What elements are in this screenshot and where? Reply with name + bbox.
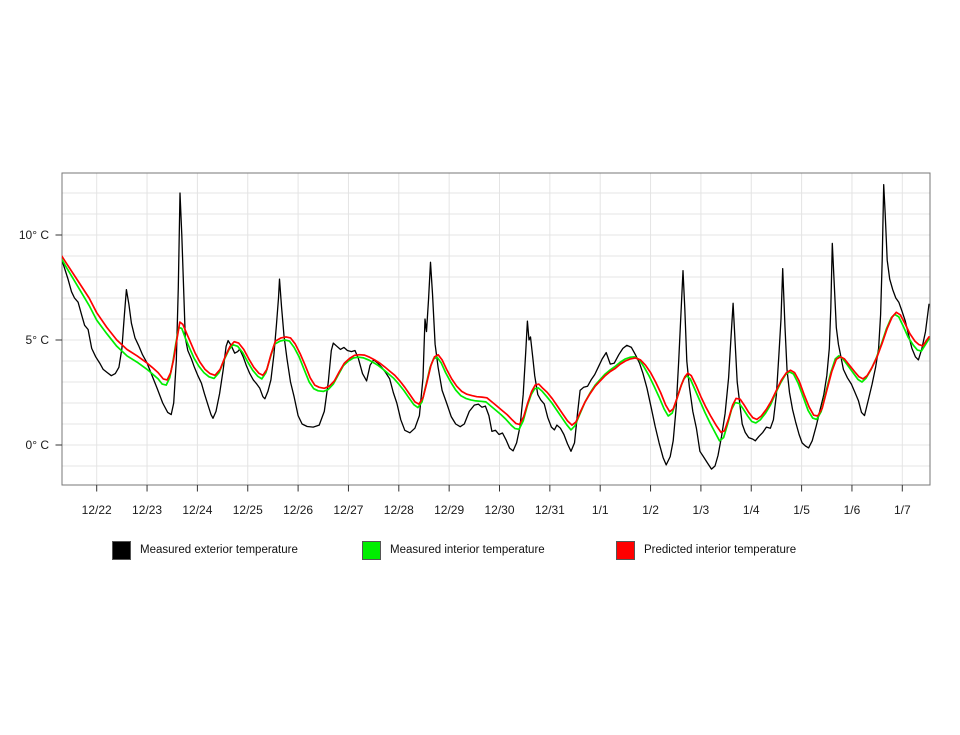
grid-lines — [62, 173, 930, 485]
x-tick-label: 12/30 — [484, 503, 514, 517]
x-tick-label: 12/26 — [283, 503, 313, 517]
legend-item-interior-predicted: Predicted interior temperature — [616, 540, 796, 560]
chart-legend: Measured exterior temperature Measured i… — [0, 540, 960, 562]
legend-item-exterior: Measured exterior temperature — [112, 540, 298, 560]
x-tick-label: 1/3 — [693, 503, 710, 517]
x-tick-label: 12/24 — [182, 503, 212, 517]
interior-predicted-line — [62, 254, 930, 434]
y-tick-label: 0° C — [26, 438, 50, 452]
x-tick-label: 12/23 — [132, 503, 162, 517]
interior-predicted-swatch-icon — [616, 540, 635, 560]
x-tick-label: 1/1 — [592, 503, 609, 517]
x-tick-label: 12/25 — [233, 503, 263, 517]
legend-label-interior-predicted: Predicted interior temperature — [644, 544, 797, 556]
plot-box — [61, 172, 931, 486]
y-tick-label: 5° C — [26, 333, 50, 347]
series-lines — [62, 183, 930, 470]
x-tick-label: 12/31 — [535, 503, 565, 517]
axis-ticks — [55, 234, 903, 492]
x-tick-label: 12/22 — [82, 503, 112, 517]
x-tick-label: 1/4 — [743, 503, 760, 517]
x-tick-label: 1/5 — [793, 503, 810, 517]
legend-label-interior-measured: Measured interior temperature — [390, 544, 545, 556]
legend-label-exterior: Measured exterior temperature — [140, 544, 298, 556]
x-tick-label: 1/6 — [844, 503, 861, 517]
y-tick-label: 10° C — [19, 228, 49, 242]
legend-item-interior-measured: Measured interior temperature — [362, 540, 545, 560]
axis-labels: 12/22 12/23 12/24 12/25 12/26 12/27 12/28 12/29… — [19, 228, 911, 517]
interior-measured-line — [62, 258, 930, 442]
x-tick-label: 12/28 — [384, 503, 414, 517]
exterior-swatch-icon — [112, 540, 131, 560]
exterior-line — [62, 183, 930, 470]
x-tick-label: 12/29 — [434, 503, 464, 517]
plot-border — [61, 172, 931, 486]
interior-measured-swatch-icon — [362, 540, 381, 560]
x-tick-label: 1/7 — [894, 503, 911, 517]
x-tick-label: 1/2 — [642, 503, 659, 517]
x-tick-label: 12/27 — [333, 503, 363, 517]
